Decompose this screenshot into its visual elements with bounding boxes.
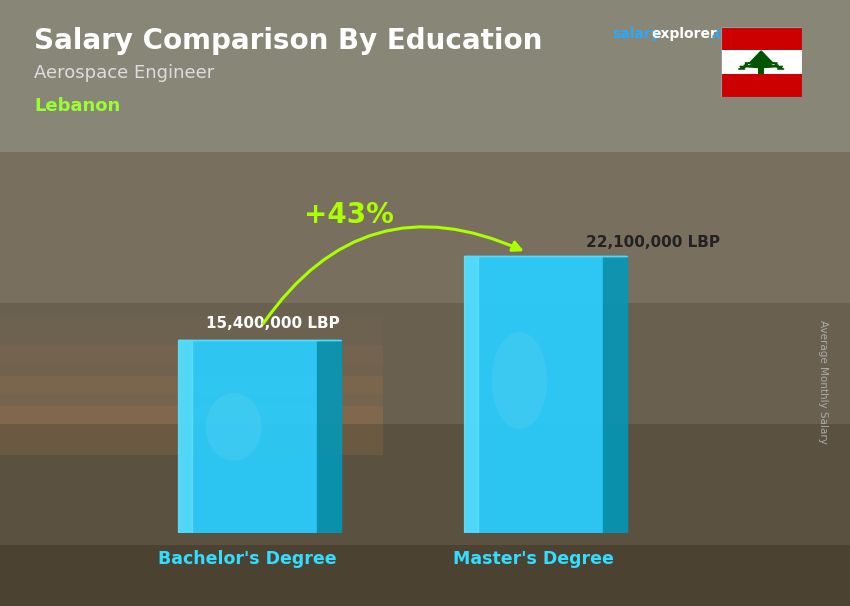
- Bar: [0, 345, 382, 394]
- Text: Average Monthly Salary: Average Monthly Salary: [818, 320, 828, 444]
- Text: Lebanon: Lebanon: [34, 97, 120, 115]
- Text: Salary Comparison By Education: Salary Comparison By Education: [34, 27, 542, 55]
- Text: 22,100,000 LBP: 22,100,000 LBP: [586, 235, 720, 250]
- Bar: [721, 50, 802, 74]
- Ellipse shape: [491, 332, 547, 429]
- Text: .com: .com: [711, 27, 748, 41]
- Ellipse shape: [206, 393, 262, 461]
- Bar: [0, 152, 850, 303]
- Text: +43%: +43%: [303, 201, 394, 230]
- Bar: [0, 376, 382, 424]
- Bar: [0, 285, 382, 333]
- Text: Aerospace Engineer: Aerospace Engineer: [34, 64, 214, 82]
- Text: explorer: explorer: [651, 27, 717, 41]
- Bar: [464, 256, 604, 533]
- Bar: [758, 68, 764, 74]
- Bar: [0, 303, 850, 424]
- Polygon shape: [751, 51, 772, 62]
- Polygon shape: [744, 57, 779, 65]
- Bar: [178, 340, 317, 533]
- Bar: [0, 406, 382, 454]
- Polygon shape: [739, 61, 784, 69]
- Polygon shape: [604, 256, 626, 533]
- Bar: [0, 545, 850, 606]
- Bar: [0, 315, 382, 364]
- Text: 15,400,000 LBP: 15,400,000 LBP: [206, 316, 340, 331]
- Text: salary: salary: [612, 27, 660, 41]
- Bar: [0, 424, 850, 545]
- Bar: [721, 27, 802, 50]
- Bar: [0, 0, 850, 152]
- Bar: [721, 74, 802, 97]
- Polygon shape: [178, 340, 192, 533]
- Polygon shape: [464, 256, 478, 533]
- Polygon shape: [317, 340, 341, 533]
